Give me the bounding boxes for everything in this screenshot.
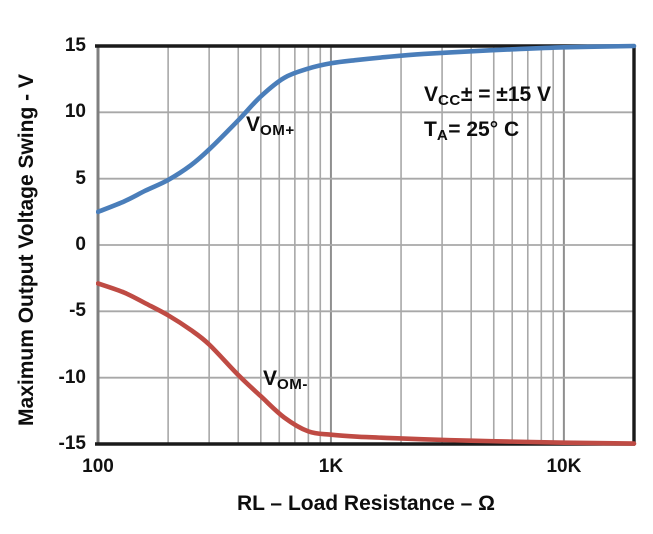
vom-minus-label-sub: OM- [277, 376, 308, 394]
vcc-rest: ± = ±15 V [460, 83, 552, 106]
x-axis-tick-label: 1K [318, 456, 344, 477]
x-axis-tick-label: 100 [82, 456, 114, 477]
ta-rest: = 25° C [448, 118, 520, 142]
y-axis-tick-label: -15 [58, 433, 86, 454]
y-axis-tick-label: 10 [64, 101, 86, 123]
ta-annotation-line: TA= 25° C [424, 115, 551, 150]
y-axis-tick-label: -5 [69, 300, 86, 322]
y-axis-tick-label: 0 [75, 234, 86, 255]
vom-minus-label-main: V [263, 367, 278, 390]
y-axis-tick-label: 15 [64, 35, 86, 56]
vom-minus-curve [96, 281, 637, 446]
operating-conditions-annotation: VCC± = ±15 V TA= 25° C [424, 80, 551, 150]
x-axis-tick-label: 10K [546, 456, 582, 477]
ta-sub: A [436, 127, 449, 145]
vcc-annotation-line: VCC± = ±15 V [424, 80, 551, 115]
vcc-main: V [424, 83, 439, 106]
ta-main: T [424, 118, 437, 142]
x-axis-title: RL – Load Resistance – Ω [236, 492, 496, 515]
vom-plus-label-sub: OM+ [260, 122, 295, 140]
vom-plus-curve-label: VOM+ [246, 113, 295, 139]
vom-plus-curve [96, 43, 637, 215]
vom-plus-label-main: V [246, 113, 261, 136]
vcc-sub: CC [438, 92, 461, 110]
y-axis-tick-label: -10 [58, 366, 86, 388]
y-axis-tick-label: 5 [75, 167, 86, 189]
vom-minus-curve-label: VOM- [263, 367, 308, 393]
